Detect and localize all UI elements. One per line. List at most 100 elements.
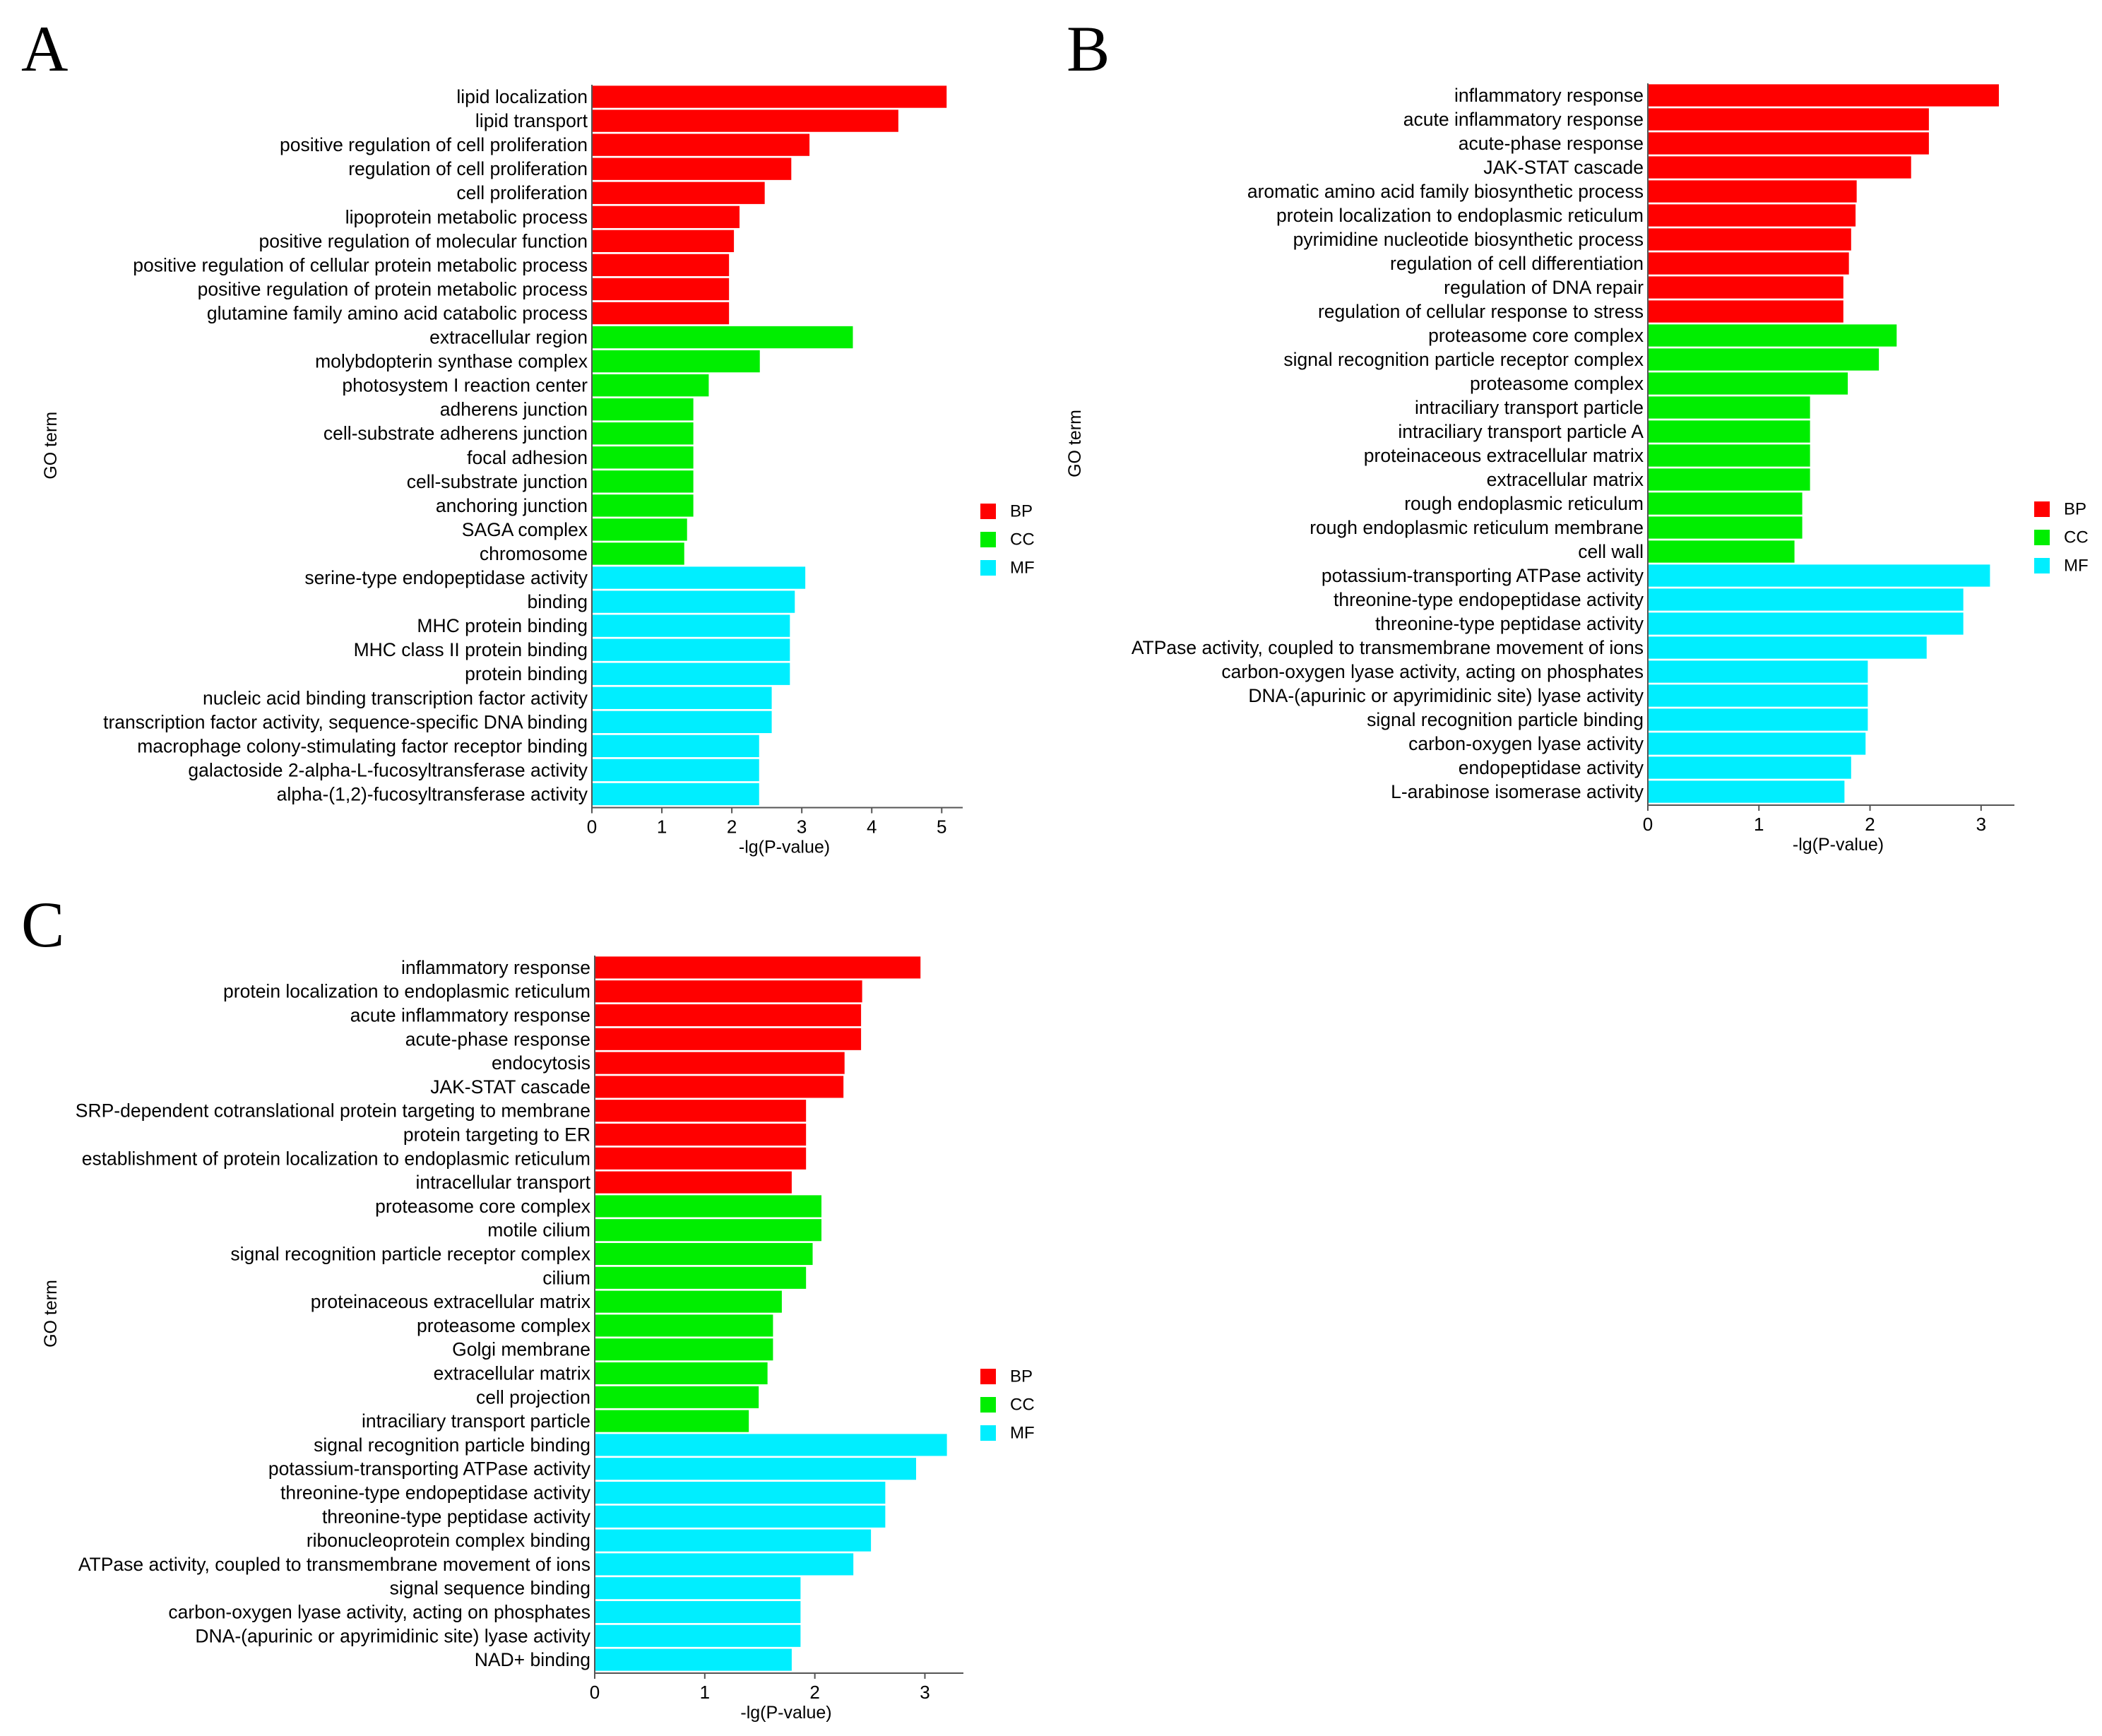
panel-b-category-label: acute inflammatory response — [1403, 109, 1644, 130]
panel-c-x-tick-label: 1 — [700, 1682, 710, 1703]
panel-b-bar-bp — [1648, 156, 1911, 179]
panel-b-category-label: protein localization to endoplasmic reti… — [1276, 205, 1644, 226]
panel-c-category-label: DNA-(apurinic or apyrimidinic site) lyas… — [195, 1625, 590, 1646]
panel-c-bar-mf — [595, 1434, 947, 1456]
panel-c-bar-bp — [595, 980, 862, 1003]
panel-c-category-label: signal sequence binding — [390, 1578, 590, 1599]
panel-a-bar-mf — [592, 590, 795, 613]
panel-c-category-label: signal recognition particle receptor com… — [230, 1244, 590, 1265]
panel-b-bar-cc — [1648, 348, 1880, 371]
panel-a-category-label: lipid localization — [456, 86, 588, 107]
panel-a-x-tick-label: 3 — [797, 816, 807, 838]
panel-c-bar-cc — [595, 1362, 768, 1385]
panel-a-category-label: nucleic acid binding transcription facto… — [203, 687, 588, 708]
panel-c-bar-cc — [595, 1386, 759, 1408]
panel-a-bar-bp — [592, 254, 730, 277]
panel-c-bar-mf — [595, 1481, 886, 1504]
panel-c-bar-bp — [595, 1052, 845, 1074]
panel-b-bar-mf — [1648, 732, 1866, 755]
panel-a-bar-bp — [592, 278, 730, 301]
panel-a-category-label: extracellular region — [429, 327, 588, 348]
panel-a-bar-cc — [592, 326, 853, 349]
panel-a-legend-label-cc: CC — [1010, 530, 1035, 549]
panel-b-bar-bp — [1648, 276, 1843, 299]
panel-b-legend-swatch-bp — [2034, 501, 2050, 517]
panel-b-bar-cc — [1648, 396, 1810, 419]
panel-a-bar-cc — [592, 350, 760, 373]
panel-b-category-label: aromatic amino acid family biosynthetic … — [1247, 181, 1644, 202]
panel-c-bar-bp — [595, 956, 921, 979]
panel-c-bar-mf — [595, 1458, 916, 1480]
panel-c-bar-bp — [595, 1076, 844, 1098]
panel-c-category-label: potassium-transporting ATPase activity — [268, 1458, 591, 1480]
panel-a-bar-mf — [592, 735, 759, 758]
panel-a-category-label: SAGA complex — [462, 519, 588, 540]
panel-a-category-label: positive regulation of molecular functio… — [259, 230, 588, 251]
panel-a-category-label: galactoside 2-alpha-L-fucosyltransferase… — [188, 759, 588, 780]
panel-c-category-label: signal recognition particle binding — [314, 1434, 590, 1456]
panel-b-bar-mf — [1648, 756, 1851, 779]
panel-b-bar-bp — [1648, 204, 1856, 227]
panel-b-bar-cc — [1648, 372, 1848, 395]
panel-a-bar-cc — [592, 494, 694, 517]
panel-a-bar-cc — [592, 518, 687, 541]
panel-c-bar-bp — [595, 1147, 807, 1170]
panel-a-category-label: serine-type endopeptidase activity — [304, 567, 588, 588]
panel-c-x-tick-label: 0 — [590, 1682, 600, 1703]
panel-c-category-label: protein targeting to ER — [403, 1124, 590, 1146]
panel-c-bar-cc — [595, 1242, 813, 1266]
panel-a-x-tick-label: 5 — [937, 816, 946, 838]
panel-b-letter: B — [1067, 13, 1110, 85]
panel-b-category-label: carbon-oxygen lyase activity, acting on … — [1221, 661, 1644, 682]
panel-a-category-label: positive regulation of cellular protein … — [133, 254, 588, 275]
panel-b-category-label: proteinaceous extracellular matrix — [1364, 445, 1644, 466]
panel-b-category-label: cell wall — [1578, 541, 1644, 562]
panel-b-x-axis-title: -lg(P-value) — [1793, 835, 1884, 855]
panel-b-category-label: threonine-type peptidase activity — [1375, 613, 1644, 634]
panel-b-category-label: acute-phase response — [1459, 133, 1644, 154]
panel-c-category-label: NAD+ binding — [475, 1649, 590, 1670]
panel-a-category-label: photosystem I reaction center — [342, 375, 588, 396]
panel-b-bar-mf — [1648, 708, 1868, 731]
panel-c-category-label: ATPase activity, coupled to transmembran… — [78, 1554, 590, 1575]
panel-a-category-label: macrophage colony-stimulating factor rec… — [137, 735, 588, 756]
panel-a-bar-cc — [592, 374, 709, 397]
panel-c-bar-cc — [595, 1219, 821, 1242]
panel-c-x-tick-label: 3 — [920, 1682, 930, 1703]
panel-b-category-label: L-arabinose isomerase activity — [1391, 781, 1644, 802]
panel-a-legend-label-mf: MF — [1010, 559, 1035, 578]
panel-b-bar-mf — [1648, 564, 1990, 587]
panel-b-bar-mf — [1648, 612, 1964, 635]
panel-a-bar-bp — [592, 182, 765, 204]
panel-c-bar-cc — [595, 1314, 773, 1337]
panel-a-x-tick-label: 0 — [587, 816, 597, 838]
panel-a-category-label: MHC class II protein binding — [354, 639, 588, 660]
panel-a-x-tick-label: 2 — [727, 816, 737, 838]
panel-c-bar-mf — [595, 1529, 872, 1552]
panel-c-bar-bp — [595, 1028, 862, 1050]
panel-c-bar-mf — [595, 1577, 801, 1600]
panel-a-x-axis-title: -lg(P-value) — [739, 838, 830, 857]
panel-a-bar-mf — [592, 662, 790, 685]
panel-b-category-label: endopeptidase activity — [1459, 757, 1644, 778]
panel-b-bar-cc — [1648, 516, 1803, 539]
panel-c-bar-cc — [595, 1266, 807, 1289]
panel-a-category-label: positive regulation of cell proliferatio… — [280, 134, 588, 155]
panel-a-bar-mf — [592, 783, 759, 806]
panel-a-bar-mf — [592, 686, 772, 709]
panel-c-category-label: proteinaceous extracellular matrix — [311, 1291, 590, 1312]
panel-b-x-tick-label: 3 — [1976, 814, 1986, 835]
panel-a-bar-cc — [592, 542, 684, 565]
panel-a-bar-bp — [592, 302, 730, 325]
panel-a-category-label: focal adhesion — [467, 447, 588, 468]
panel-b-bar-mf — [1648, 684, 1868, 707]
panel-b-bar-bp — [1648, 228, 1851, 251]
panel-a-y-axis-title: GO term — [41, 412, 61, 480]
panel-b-category-label: regulation of cell differentiation — [1390, 253, 1644, 274]
panel-b-bar-bp — [1648, 108, 1929, 131]
panel-a-category-label: cell-substrate junction — [407, 471, 588, 492]
panel-a-category-label: glutamine family amino acid catabolic pr… — [207, 302, 588, 323]
panel-b-bar-cc — [1648, 540, 1795, 563]
